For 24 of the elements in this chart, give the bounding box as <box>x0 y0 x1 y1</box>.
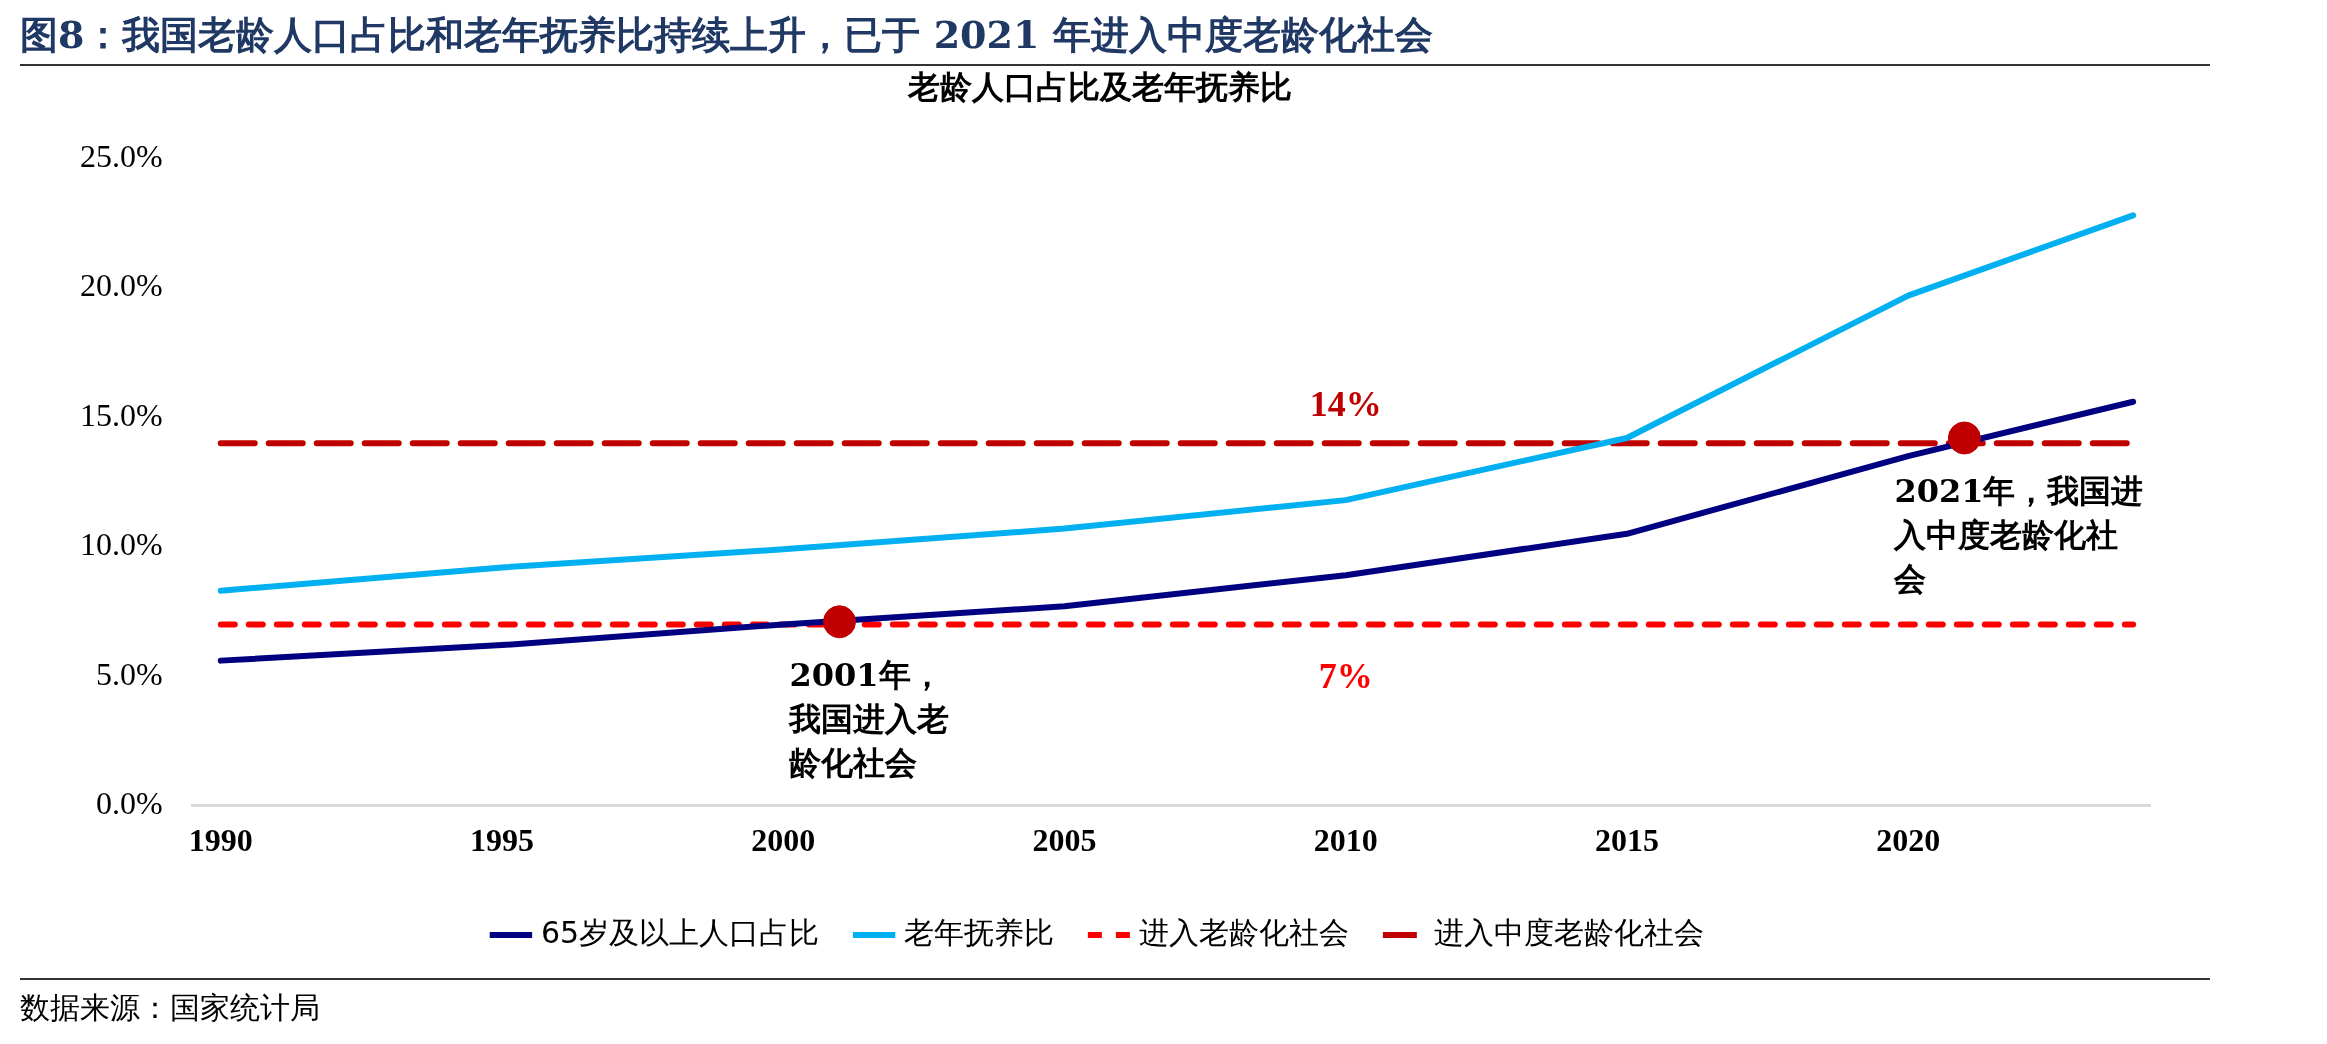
legend-label: 进入中度老龄化社会 <box>1434 914 1705 950</box>
annotation: 2021年，我国进入中度老龄化社会 <box>1893 472 2144 599</box>
annotation: 2001年，我国进入老龄化社会 <box>788 656 950 783</box>
x-tick-label: 1990 <box>188 822 253 859</box>
legend-label: 老年抚养比 <box>904 914 1055 950</box>
legend-label: 进入老龄化社会 <box>1139 914 1350 950</box>
source-note: 数据来源：国家统计局 <box>20 978 2210 1029</box>
y-tick-label: 15.0% <box>80 396 163 433</box>
annotation: 14% <box>1309 384 1382 425</box>
x-tick-label: 2000 <box>751 822 816 859</box>
x-tick-label: 2010 <box>1313 822 1378 859</box>
y-tick-label: 25.0% <box>80 137 163 174</box>
x-tick-label: 2005 <box>1032 822 1097 859</box>
y-tick-label: 0.0% <box>96 785 163 822</box>
x-tick-label: 2015 <box>1594 822 1659 859</box>
legend-label: 65岁及以上人口占比 <box>540 914 820 950</box>
chart-title: 图8：我国老龄人口占比和老年抚养比持续上升，已于 2021 年进入中度老龄化社会 <box>20 6 2210 66</box>
y-tick-label: 20.0% <box>80 267 163 304</box>
chart-subtitle: 老龄人口占比及老年抚养比 <box>907 67 1292 106</box>
y-tick-label: 5.0% <box>96 655 163 692</box>
x-tick-label: 2020 <box>1876 822 1941 859</box>
x-tick-label: 1995 <box>470 822 535 859</box>
annotation: 7% <box>1318 655 1373 696</box>
y-tick-label: 10.0% <box>80 526 163 563</box>
